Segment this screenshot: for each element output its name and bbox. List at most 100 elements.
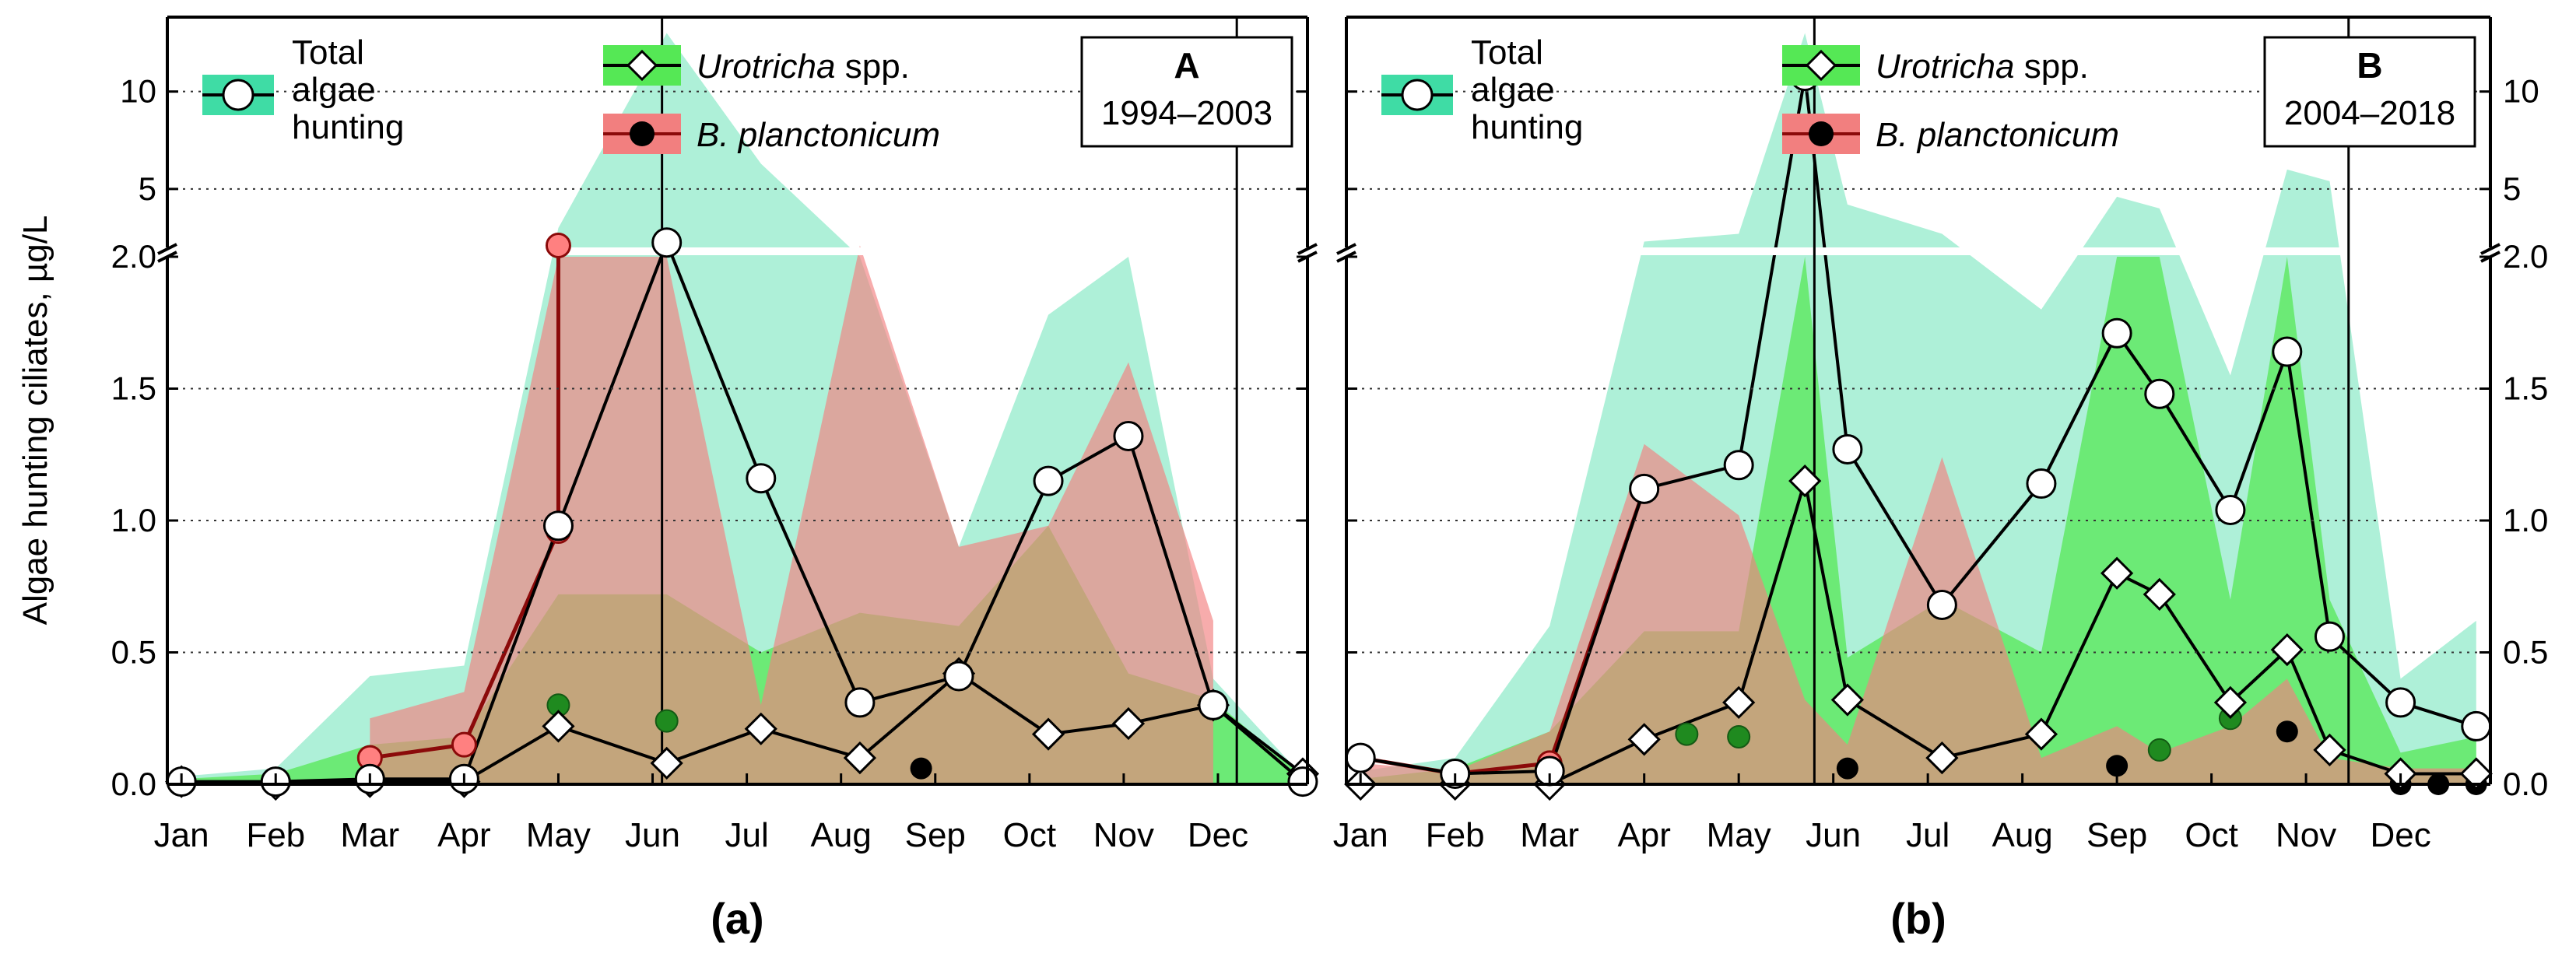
month-label: Feb xyxy=(1426,816,1485,854)
total-point xyxy=(1198,689,1229,720)
black-dot xyxy=(1836,757,1858,780)
black-dot xyxy=(2276,720,2298,743)
total-point xyxy=(844,687,876,718)
bursaria-point xyxy=(451,731,477,758)
urotricha-point xyxy=(2143,577,2176,612)
legend-urotricha-genus: Urotricha xyxy=(1876,47,2015,86)
period-box-years: 2004–2018 xyxy=(2284,94,2455,132)
legend-urotricha-suffix: spp. xyxy=(2015,47,2089,86)
total-point xyxy=(2272,336,2303,367)
total-point xyxy=(1723,450,1754,481)
legend-total-label: algae xyxy=(1471,71,1555,109)
total-point xyxy=(1113,421,1144,452)
green-dot xyxy=(655,709,679,733)
urotricha-point xyxy=(2459,757,2493,790)
month-label: Mar xyxy=(1520,816,1579,854)
y-tick-label: 2.0 xyxy=(2503,238,2548,275)
y-tick-label: 0.0 xyxy=(2503,766,2548,802)
urotricha-point xyxy=(2270,633,2304,667)
urotricha-point xyxy=(1627,723,1661,756)
month-label: May xyxy=(1707,816,1771,854)
total-point xyxy=(2026,468,2057,500)
period-box-title: A xyxy=(1174,45,1199,86)
y-tick-label-upper: 10 xyxy=(120,73,156,110)
y-tick-label: 0.5 xyxy=(111,634,156,671)
y-axis-label: Algae hunting ciliates, µg/L xyxy=(16,216,54,626)
black-dot xyxy=(910,757,932,780)
month-label: Nov xyxy=(1093,816,1154,854)
month-label: Apr xyxy=(1617,816,1670,854)
month-label: Jul xyxy=(725,816,768,854)
total-point xyxy=(943,661,974,692)
urotricha-point xyxy=(2213,685,2248,720)
month-label: Jan xyxy=(154,816,209,854)
urotricha-point xyxy=(2313,733,2346,767)
period-box-b xyxy=(2263,36,2476,148)
total-point xyxy=(1345,742,1376,773)
legend-bursaria-marker xyxy=(630,121,655,146)
y-tick-label-upper: 5 xyxy=(139,170,156,207)
month-label: Mar xyxy=(340,816,399,854)
urotricha-point xyxy=(1788,464,1822,498)
total-point xyxy=(2101,317,2132,349)
legend-urotricha-marker xyxy=(626,49,658,82)
legend-total-label: Total xyxy=(292,33,364,72)
urotricha-line-b xyxy=(1360,479,2476,784)
bursaria-point xyxy=(545,232,571,258)
total-point xyxy=(1926,589,1957,620)
urotricha-point xyxy=(650,746,683,780)
total-point xyxy=(651,227,683,258)
y-tick-label-upper: 5 xyxy=(2503,170,2521,207)
total-point xyxy=(2385,687,2416,718)
legend-total-label: Total xyxy=(1471,33,1543,72)
month-label: May xyxy=(526,816,591,854)
month-label: Oct xyxy=(1003,816,1056,854)
axis-break-gap xyxy=(166,247,1309,255)
month-label: Dec xyxy=(1188,816,1248,854)
y-tick-label: 1.0 xyxy=(111,502,156,538)
black-dot xyxy=(2106,755,2129,777)
urotricha-point xyxy=(1925,741,1959,775)
month-label: Jun xyxy=(1806,816,1861,854)
panel-label-b: (b) xyxy=(1890,894,1946,943)
total-point xyxy=(1629,473,1660,504)
y-tick-label-upper: 10 xyxy=(2503,73,2539,110)
month-label: Oct xyxy=(2185,816,2237,854)
y-tick-label: 2.0 xyxy=(111,238,156,275)
total-point xyxy=(2461,710,2492,741)
total-point xyxy=(746,463,777,494)
total-point xyxy=(1832,433,1863,464)
legend-bursaria-label: B. planctonicum xyxy=(1876,116,2119,154)
bursaria-band-a xyxy=(370,245,1213,784)
panel-b: 0.0 0.5 1.0 1.5 2.0 5 10 Jan Feb Mar Apr May Jun Jul A… xyxy=(1333,16,2548,943)
legend-bursaria-marker xyxy=(1809,121,1834,146)
total-point xyxy=(2215,494,2246,525)
legend-total-marker xyxy=(1401,79,1434,111)
month-label: Aug xyxy=(811,816,872,854)
legend-urotricha-suffix: spp. xyxy=(836,47,910,86)
month-label: Sep xyxy=(2086,816,2147,854)
urotricha-point xyxy=(1722,685,1756,720)
urotricha-point xyxy=(1111,706,1146,741)
month-label: Sep xyxy=(905,816,966,854)
total-point xyxy=(1033,465,1064,496)
green-dot xyxy=(1675,722,1699,746)
month-label: Apr xyxy=(437,816,490,854)
legend-total-marker xyxy=(222,79,254,111)
urotricha-point xyxy=(2024,717,2058,751)
total-point xyxy=(542,510,574,542)
legend-total-label: hunting xyxy=(1471,108,1583,146)
month-label: Feb xyxy=(246,816,305,854)
period-box-title: B xyxy=(2357,45,2382,86)
legend-total-label: hunting xyxy=(292,108,404,146)
legend-urotricha-genus: Urotricha xyxy=(697,47,836,86)
green-dot xyxy=(1727,724,1751,748)
axis-break-gap xyxy=(1345,247,2492,255)
month-label: Jun xyxy=(625,816,680,854)
urotricha-point xyxy=(744,712,777,745)
legend-total-label: algae xyxy=(292,71,376,109)
y-tick-label: 1.0 xyxy=(2503,502,2548,538)
